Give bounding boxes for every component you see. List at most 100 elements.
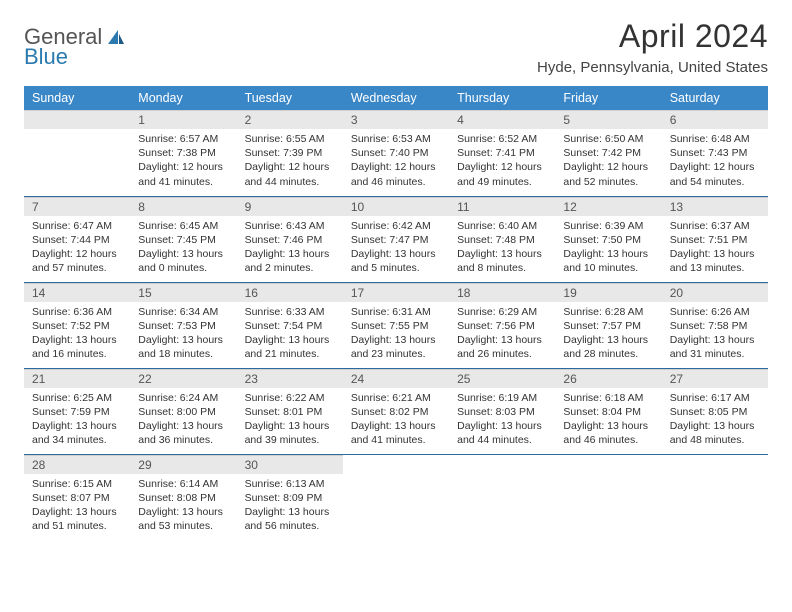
- sunset-line: Sunset: 7:47 PM: [351, 233, 441, 247]
- daylight-line: Daylight: 13 hours and 18 minutes.: [138, 333, 228, 361]
- header: General April 2024 Hyde, Pennsylvania, U…: [24, 18, 768, 76]
- cell-body: Sunrise: 6:22 AMSunset: 8:01 PMDaylight:…: [237, 388, 343, 453]
- cell-body: Sunrise: 6:21 AMSunset: 8:02 PMDaylight:…: [343, 388, 449, 453]
- month-title: April 2024: [537, 18, 768, 55]
- day-number: 6: [662, 110, 768, 129]
- cell-body: Sunrise: 6:24 AMSunset: 8:00 PMDaylight:…: [130, 388, 236, 453]
- calendar-cell: 25Sunrise: 6:19 AMSunset: 8:03 PMDayligh…: [449, 368, 555, 454]
- sunrise-line: Sunrise: 6:28 AM: [563, 305, 653, 319]
- sunrise-line: Sunrise: 6:21 AM: [351, 391, 441, 405]
- cell-body: Sunrise: 6:50 AMSunset: 7:42 PMDaylight:…: [555, 129, 661, 194]
- cell-body: Sunrise: 6:31 AMSunset: 7:55 PMDaylight:…: [343, 302, 449, 367]
- day-number: 29: [130, 455, 236, 474]
- daylight-line: Daylight: 13 hours and 53 minutes.: [138, 505, 228, 533]
- sunrise-line: Sunrise: 6:55 AM: [245, 132, 335, 146]
- daylight-line: Daylight: 12 hours and 52 minutes.: [563, 160, 653, 188]
- sunset-line: Sunset: 7:53 PM: [138, 319, 228, 333]
- daylight-line: Daylight: 13 hours and 44 minutes.: [457, 419, 547, 447]
- day-number: 2: [237, 110, 343, 129]
- day-number: 26: [555, 369, 661, 388]
- sunrise-line: Sunrise: 6:19 AM: [457, 391, 547, 405]
- cell-body: Sunrise: 6:25 AMSunset: 7:59 PMDaylight:…: [24, 388, 130, 453]
- calendar-week-row: 1Sunrise: 6:57 AMSunset: 7:38 PMDaylight…: [24, 110, 768, 196]
- sunset-line: Sunset: 7:51 PM: [670, 233, 760, 247]
- sunrise-line: Sunrise: 6:24 AM: [138, 391, 228, 405]
- day-number: 19: [555, 283, 661, 302]
- daylight-line: Daylight: 13 hours and 56 minutes.: [245, 505, 335, 533]
- cell-body: Sunrise: 6:52 AMSunset: 7:41 PMDaylight:…: [449, 129, 555, 194]
- sunset-line: Sunset: 7:42 PM: [563, 146, 653, 160]
- sunrise-line: Sunrise: 6:17 AM: [670, 391, 760, 405]
- calendar-cell: 2Sunrise: 6:55 AMSunset: 7:39 PMDaylight…: [237, 110, 343, 196]
- day-number: 3: [343, 110, 449, 129]
- cell-body: Sunrise: 6:19 AMSunset: 8:03 PMDaylight:…: [449, 388, 555, 453]
- calendar-cell: 19Sunrise: 6:28 AMSunset: 7:57 PMDayligh…: [555, 282, 661, 368]
- calendar-cell: 16Sunrise: 6:33 AMSunset: 7:54 PMDayligh…: [237, 282, 343, 368]
- calendar-cell: [449, 454, 555, 540]
- day-number: 21: [24, 369, 130, 388]
- daylight-line: Daylight: 13 hours and 5 minutes.: [351, 247, 441, 275]
- day-number: 16: [237, 283, 343, 302]
- day-number: 1: [130, 110, 236, 129]
- cell-body: Sunrise: 6:42 AMSunset: 7:47 PMDaylight:…: [343, 216, 449, 281]
- day-number: 7: [24, 197, 130, 216]
- sunset-line: Sunset: 7:55 PM: [351, 319, 441, 333]
- sunset-line: Sunset: 7:40 PM: [351, 146, 441, 160]
- sunset-line: Sunset: 7:45 PM: [138, 233, 228, 247]
- daylight-line: Daylight: 13 hours and 23 minutes.: [351, 333, 441, 361]
- day-number: 22: [130, 369, 236, 388]
- sunset-line: Sunset: 8:04 PM: [563, 405, 653, 419]
- daylight-line: Daylight: 13 hours and 21 minutes.: [245, 333, 335, 361]
- daylight-line: Daylight: 13 hours and 26 minutes.: [457, 333, 547, 361]
- calendar-cell: 23Sunrise: 6:22 AMSunset: 8:01 PMDayligh…: [237, 368, 343, 454]
- sunset-line: Sunset: 7:59 PM: [32, 405, 122, 419]
- sunset-line: Sunset: 7:43 PM: [670, 146, 760, 160]
- calendar-cell: 21Sunrise: 6:25 AMSunset: 7:59 PMDayligh…: [24, 368, 130, 454]
- calendar-cell: 5Sunrise: 6:50 AMSunset: 7:42 PMDaylight…: [555, 110, 661, 196]
- sunrise-line: Sunrise: 6:40 AM: [457, 219, 547, 233]
- daylight-line: Daylight: 13 hours and 51 minutes.: [32, 505, 122, 533]
- weekday-header: Saturday: [662, 86, 768, 110]
- title-block: April 2024 Hyde, Pennsylvania, United St…: [537, 18, 768, 76]
- sunrise-line: Sunrise: 6:18 AM: [563, 391, 653, 405]
- sunset-line: Sunset: 7:50 PM: [563, 233, 653, 247]
- cell-body: Sunrise: 6:17 AMSunset: 8:05 PMDaylight:…: [662, 388, 768, 453]
- cell-body: Sunrise: 6:13 AMSunset: 8:09 PMDaylight:…: [237, 474, 343, 539]
- cell-body: Sunrise: 6:18 AMSunset: 8:04 PMDaylight:…: [555, 388, 661, 453]
- sunset-line: Sunset: 8:03 PM: [457, 405, 547, 419]
- daylight-line: Daylight: 13 hours and 13 minutes.: [670, 247, 760, 275]
- calendar-cell: [555, 454, 661, 540]
- calendar-cell: 8Sunrise: 6:45 AMSunset: 7:45 PMDaylight…: [130, 196, 236, 282]
- calendar-header-row: SundayMondayTuesdayWednesdayThursdayFrid…: [24, 86, 768, 110]
- cell-body: Sunrise: 6:57 AMSunset: 7:38 PMDaylight:…: [130, 129, 236, 194]
- sunset-line: Sunset: 7:44 PM: [32, 233, 122, 247]
- daylight-line: Daylight: 13 hours and 48 minutes.: [670, 419, 760, 447]
- sunset-line: Sunset: 7:39 PM: [245, 146, 335, 160]
- day-number: 28: [24, 455, 130, 474]
- calendar-table: SundayMondayTuesdayWednesdayThursdayFrid…: [24, 86, 768, 540]
- day-number: 8: [130, 197, 236, 216]
- calendar-cell: [662, 454, 768, 540]
- location-label: Hyde, Pennsylvania, United States: [537, 59, 768, 76]
- sunrise-line: Sunrise: 6:25 AM: [32, 391, 122, 405]
- daylight-line: Daylight: 12 hours and 44 minutes.: [245, 160, 335, 188]
- daylight-line: Daylight: 13 hours and 16 minutes.: [32, 333, 122, 361]
- calendar-cell: 22Sunrise: 6:24 AMSunset: 8:00 PMDayligh…: [130, 368, 236, 454]
- daylight-line: Daylight: 13 hours and 28 minutes.: [563, 333, 653, 361]
- weekday-header: Monday: [130, 86, 236, 110]
- calendar-cell: 14Sunrise: 6:36 AMSunset: 7:52 PMDayligh…: [24, 282, 130, 368]
- cell-body: Sunrise: 6:15 AMSunset: 8:07 PMDaylight:…: [24, 474, 130, 539]
- sunrise-line: Sunrise: 6:22 AM: [245, 391, 335, 405]
- cell-body: Sunrise: 6:53 AMSunset: 7:40 PMDaylight:…: [343, 129, 449, 194]
- cell-body: Sunrise: 6:33 AMSunset: 7:54 PMDaylight:…: [237, 302, 343, 367]
- cell-body: Sunrise: 6:55 AMSunset: 7:39 PMDaylight:…: [237, 129, 343, 194]
- sunset-line: Sunset: 7:58 PM: [670, 319, 760, 333]
- sunset-line: Sunset: 8:05 PM: [670, 405, 760, 419]
- calendar-cell: [343, 454, 449, 540]
- cell-body: Sunrise: 6:28 AMSunset: 7:57 PMDaylight:…: [555, 302, 661, 367]
- calendar-cell: 24Sunrise: 6:21 AMSunset: 8:02 PMDayligh…: [343, 368, 449, 454]
- day-number: 27: [662, 369, 768, 388]
- sunset-line: Sunset: 8:07 PM: [32, 491, 122, 505]
- cell-body: Sunrise: 6:14 AMSunset: 8:08 PMDaylight:…: [130, 474, 236, 539]
- sunset-line: Sunset: 8:02 PM: [351, 405, 441, 419]
